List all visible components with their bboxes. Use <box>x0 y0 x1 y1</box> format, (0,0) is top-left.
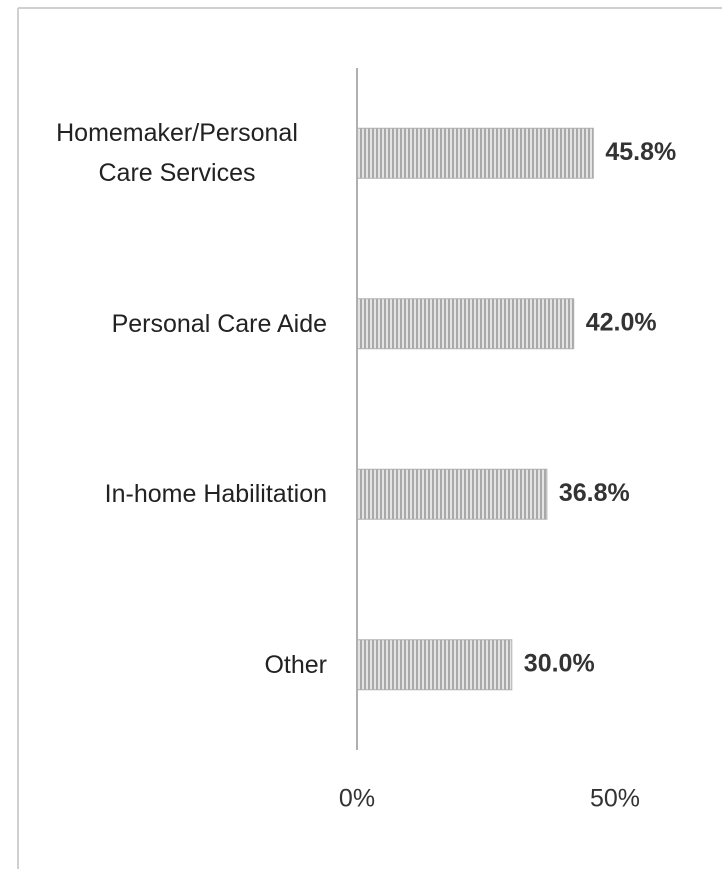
category-label: Personal Care Aide <box>27 304 327 344</box>
bar <box>356 468 548 520</box>
x-tick-label: 50% <box>590 785 640 813</box>
bar <box>356 298 575 350</box>
bar <box>356 127 594 179</box>
category-label: Homemaker/Personal Care Services <box>27 113 327 193</box>
value-label: 42.0% <box>586 308 657 336</box>
category-label: In-home Habilitation <box>27 474 327 514</box>
category-label: Other <box>27 645 327 685</box>
value-label: 36.8% <box>559 479 630 507</box>
value-label: 45.8% <box>605 138 676 166</box>
category-text: Other <box>264 650 327 679</box>
x-tick-label: 0% <box>339 785 375 813</box>
category-text: Personal Care Aide <box>111 309 327 338</box>
category-text: Homemaker/Personal Care Services <box>56 119 298 188</box>
category-text: In-home Habilitation <box>104 480 327 509</box>
value-label: 30.0% <box>524 649 595 677</box>
bar <box>356 639 513 691</box>
